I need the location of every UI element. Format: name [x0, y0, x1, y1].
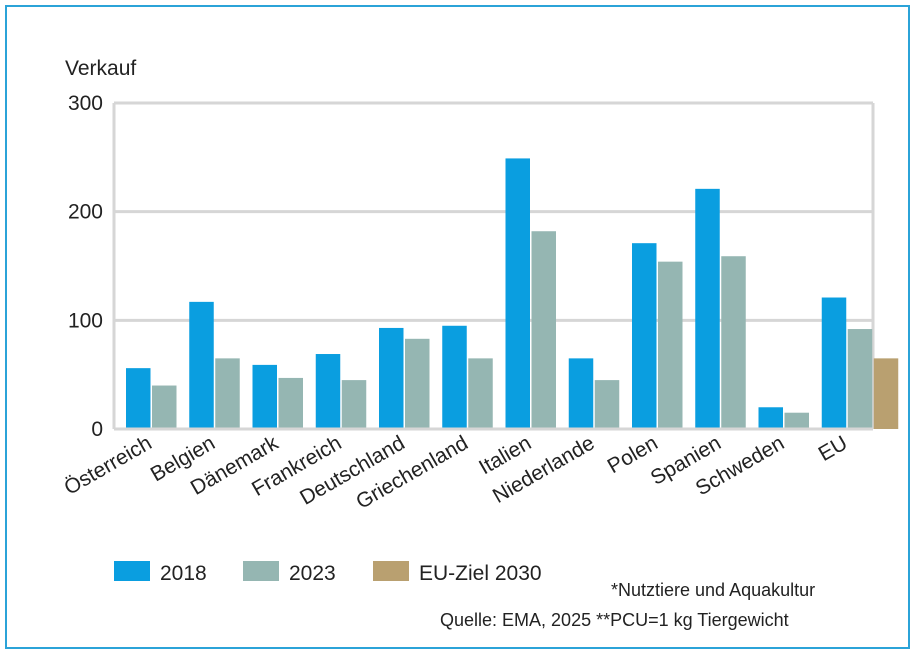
legend-label: 2018	[160, 562, 207, 585]
bar	[315, 354, 341, 429]
legend-swatch	[114, 561, 150, 581]
bar	[531, 231, 556, 429]
bar	[632, 243, 657, 429]
bar	[847, 329, 873, 429]
bar	[758, 407, 783, 429]
bar	[442, 325, 467, 429]
legend-label: EU-Ziel 2030	[419, 562, 542, 585]
bar	[189, 301, 214, 429]
bar	[152, 385, 177, 429]
y-axis-label: Verkauf	[65, 57, 136, 80]
y-tick-label: 200	[68, 201, 103, 224]
bar	[405, 338, 430, 429]
x-tick-label: Österreich	[60, 431, 155, 499]
bar	[252, 364, 277, 429]
x-tick-label: EU	[815, 431, 852, 466]
bar	[873, 358, 899, 429]
bar	[341, 380, 367, 429]
bar	[468, 358, 493, 429]
bar	[594, 380, 620, 429]
bar	[721, 256, 746, 429]
bar	[695, 188, 720, 429]
y-tick-label: 100	[68, 309, 103, 332]
bar	[658, 261, 683, 429]
source-note: Quelle: EMA, 2025 **PCU=1 kg Tiergewicht	[440, 610, 789, 630]
bar	[505, 158, 530, 430]
bar	[126, 368, 151, 429]
bar	[278, 377, 303, 429]
bar	[215, 358, 240, 429]
legend-label: 2023	[289, 562, 336, 585]
bar	[568, 358, 594, 429]
y-tick-label: 0	[91, 418, 103, 441]
bar	[821, 297, 847, 429]
bar	[379, 327, 404, 429]
bar	[784, 412, 809, 429]
legend-swatch	[373, 561, 409, 581]
y-tick-label: 300	[68, 92, 103, 115]
legend-swatch	[243, 561, 279, 581]
footnote: *Nutztiere und Aquakultur	[611, 580, 816, 600]
